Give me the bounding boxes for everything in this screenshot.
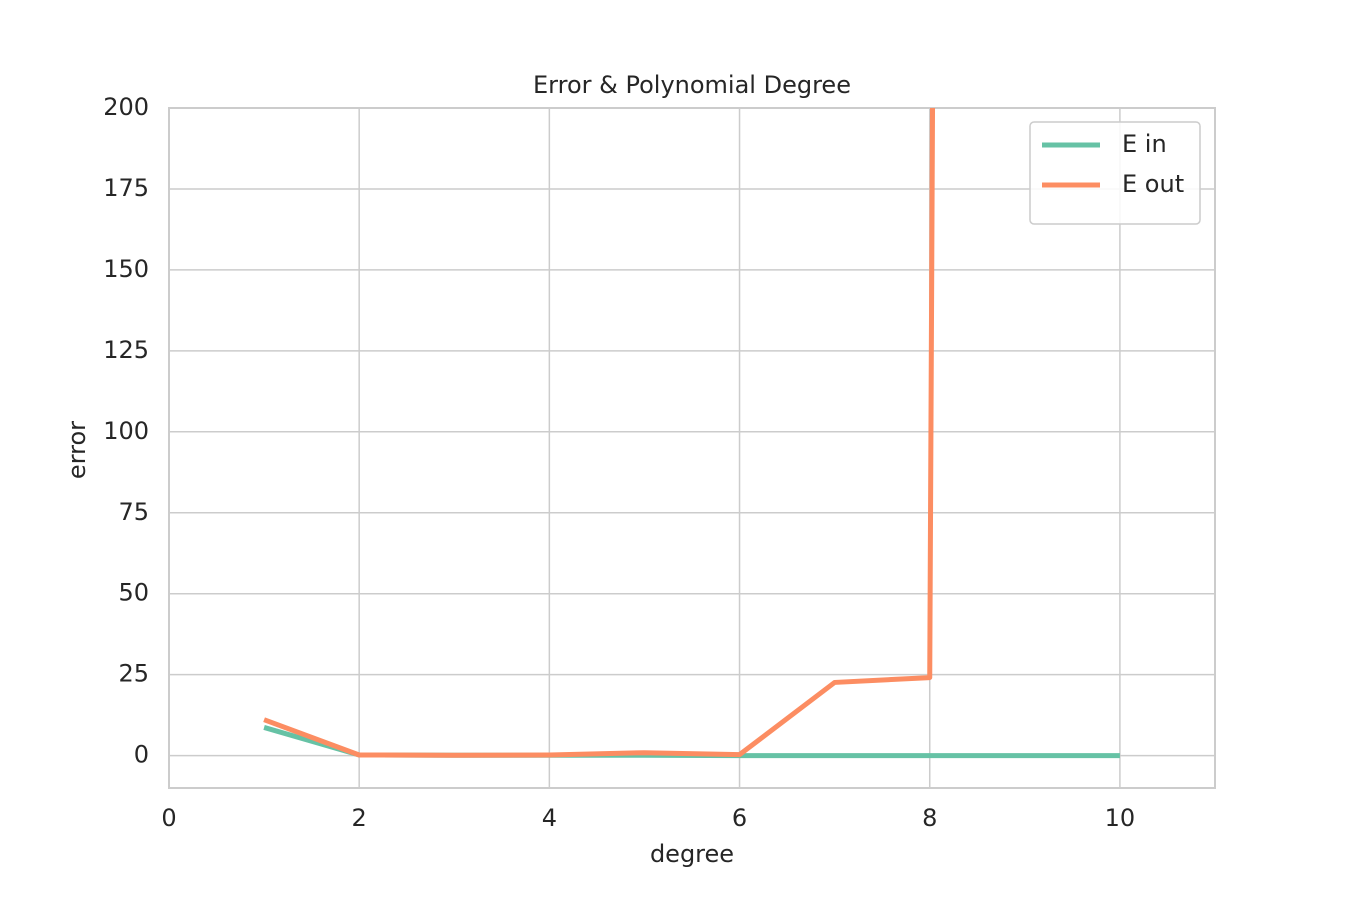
legend-label: E out xyxy=(1122,170,1184,198)
y-tick-label: 50 xyxy=(118,579,149,607)
y-tick-label: 25 xyxy=(118,660,149,688)
x-tick-label: 8 xyxy=(922,804,937,832)
chart-title: Error & Polynomial Degree xyxy=(533,71,851,99)
y-axis-label: error xyxy=(63,421,91,479)
legend-label: E in xyxy=(1122,130,1167,158)
x-tick-label: 6 xyxy=(732,804,747,832)
x-tick-label: 10 xyxy=(1105,804,1136,832)
x-tick-label: 0 xyxy=(161,804,176,832)
lines xyxy=(263,108,1120,759)
y-tick-label: 200 xyxy=(103,93,149,121)
y-tick-label: 125 xyxy=(103,336,149,364)
series-line xyxy=(263,108,936,758)
y-tick-label: 175 xyxy=(103,174,149,202)
y-tick-label: 150 xyxy=(103,255,149,283)
x-tick-label: 4 xyxy=(542,804,557,832)
y-tick-label: 75 xyxy=(118,498,149,526)
x-axis-label: degree xyxy=(650,840,734,868)
legend: E in E out xyxy=(1029,121,1201,225)
y-tick-label: 100 xyxy=(103,417,149,445)
y-tick-label: 0 xyxy=(134,741,149,769)
x-tick-label: 2 xyxy=(352,804,367,832)
